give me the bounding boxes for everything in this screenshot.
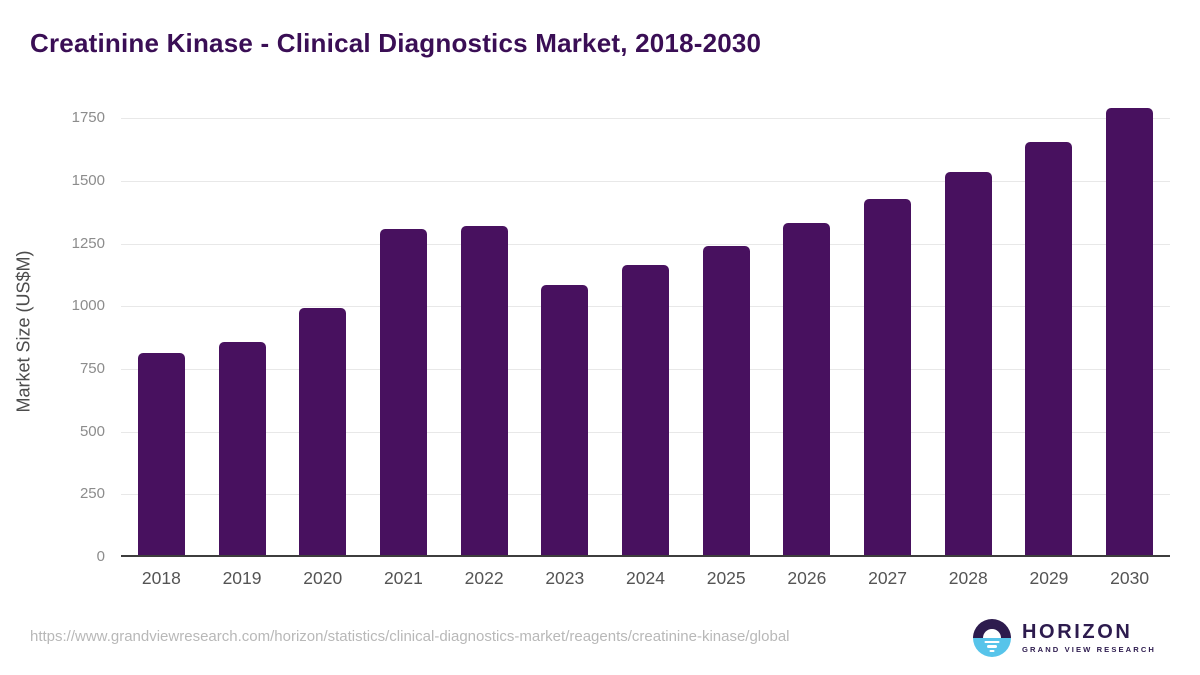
y-tick-label-750: 750 (79, 360, 105, 377)
x-tick-label-2021: 2021 (383, 568, 423, 588)
y-tick-label-1250: 1250 (71, 234, 105, 252)
x-tick-label-2029: 2029 (1029, 568, 1069, 588)
gridline-1500 (121, 181, 1170, 182)
logo-subbrand-name: GRAND VIEW RESEARCH (1022, 645, 1156, 654)
y-tick-label-1750: 1750 (71, 109, 105, 127)
bar-2024 (622, 265, 669, 555)
logo-text: HORIZON GRAND VIEW RESEARCH (1022, 621, 1156, 655)
bar-2019 (218, 342, 266, 555)
x-tick-label-2025: 2025 (706, 568, 746, 588)
ripple-line (989, 649, 995, 652)
bar-2025 (702, 245, 750, 555)
logo-brand-name: HORIZON (1022, 621, 1133, 643)
y-tick-label-1000: 1000 (71, 297, 105, 315)
x-tick-label-2022: 2022 (464, 568, 504, 588)
bar-2030 (1106, 108, 1154, 555)
x-tick-label-2023: 2023 (545, 568, 585, 588)
plot-area: 0 250 500 750 1000 1250 1500 1750 2018 2019 2020 20… (72, 87, 1170, 588)
chart-title: Creatinine Kinase - Clinical Diagnostics… (30, 28, 762, 58)
x-tick-label-2018: 2018 (141, 568, 181, 588)
gridline-1250 (121, 243, 1170, 245)
ripple-line (984, 640, 1000, 643)
bar-2028 (944, 171, 992, 555)
x-tick-label-2027: 2027 (868, 568, 908, 588)
x-tick-label-2019: 2019 (222, 568, 262, 588)
bar-2021 (379, 228, 427, 555)
ripple-line (987, 645, 998, 648)
x-tick-label-2030: 2030 (1110, 568, 1150, 588)
source-url: https://www.grandviewresearch.com/horizo… (30, 628, 790, 645)
x-tick-label-2028: 2028 (948, 568, 988, 588)
x-tick-label-2026: 2026 (787, 568, 827, 588)
logo-sky-half (973, 619, 1012, 638)
x-tick-label-2020: 2020 (303, 568, 343, 588)
y-tick-label-250: 250 (79, 485, 105, 503)
y-axis-title: Market Size (US$M) (13, 250, 34, 413)
horizon-logo: HORIZON GRAND VIEW RESEARCH (973, 619, 1156, 657)
x-tick-label-2024: 2024 (626, 568, 665, 588)
y-tick-label-1500: 1500 (71, 172, 105, 189)
bar-2018 (137, 352, 185, 555)
logo-sea-half (973, 638, 1012, 657)
gridline-1750 (121, 118, 1170, 120)
sun-icon (983, 629, 1002, 638)
y-tick-label-0: 0 (96, 548, 105, 565)
y-tick-label-500: 500 (79, 422, 105, 440)
bar-2027 (864, 198, 912, 555)
bar-2029 (1025, 141, 1073, 555)
bar-2023 (541, 285, 589, 555)
bar-2022 (460, 226, 508, 555)
bar-2026 (783, 223, 831, 555)
horizon-sun-icon (973, 619, 1012, 657)
bar-2020 (299, 308, 347, 555)
